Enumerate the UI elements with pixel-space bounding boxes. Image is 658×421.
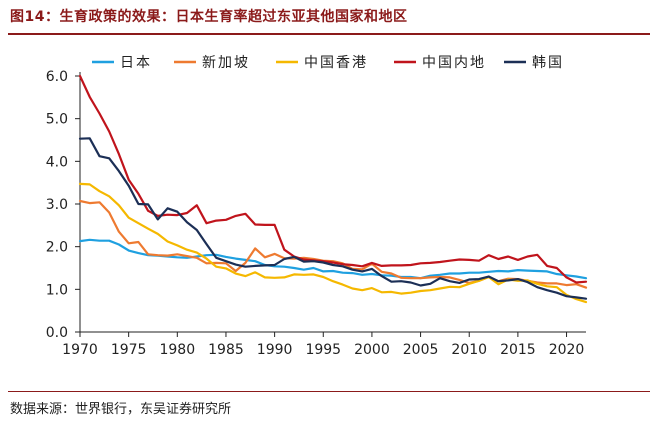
x-tick-label: 1980 (159, 342, 195, 358)
series-line-4 (78, 74, 588, 284)
y-tick-label: 4.0 (46, 154, 68, 170)
legend-label: 韩国 (532, 55, 564, 71)
x-tick-label: 1990 (257, 342, 293, 358)
legend-label: 中国香港 (304, 55, 368, 71)
x-tick-label: 2015 (500, 342, 536, 358)
x-tick-label: 1985 (208, 342, 244, 358)
legend-label: 新加坡 (202, 55, 250, 71)
y-tick-label: 0.0 (46, 325, 68, 341)
x-axis: 1970 1975 1980 1985 1990 1995 2000 2005 2010 2015… (62, 331, 586, 358)
x-tick-label: 1975 (111, 342, 147, 358)
y-tick-label: 1.0 (46, 282, 68, 298)
x-tick-label: 2010 (451, 342, 487, 358)
chart-title: 图14：生育政策的效果：日本生育率超过东亚其他国家和地区 (10, 9, 408, 25)
series-line-1 (78, 238, 588, 280)
series-line-5 (78, 137, 588, 300)
plot-area (78, 74, 588, 304)
x-tick-label: 2020 (549, 342, 585, 358)
legend: 日本 新加坡 中国香港 中国内地 韩国 (92, 55, 564, 71)
y-tick-label: 5.0 (46, 112, 68, 128)
y-tick-label: 2.0 (46, 240, 68, 256)
data-source-note: 数据来源：世界银行，东吴证券研究所 (10, 402, 232, 417)
y-axis: 0.0 1.0 2.0 3.0 4.0 5.0 6.0 (46, 69, 81, 341)
y-tick-label: 6.0 (46, 69, 68, 85)
title-divider (8, 33, 650, 35)
source-divider (8, 391, 650, 392)
legend-label: 日本 (120, 55, 152, 71)
x-tick-label: 2000 (354, 342, 390, 358)
legend-label: 中国内地 (422, 55, 486, 71)
x-tick-label: 1970 (62, 342, 98, 358)
series-line-3 (78, 182, 588, 304)
y-tick-label: 3.0 (46, 197, 68, 213)
x-tick-label: 2005 (403, 342, 439, 358)
x-tick-label: 1995 (305, 342, 341, 358)
